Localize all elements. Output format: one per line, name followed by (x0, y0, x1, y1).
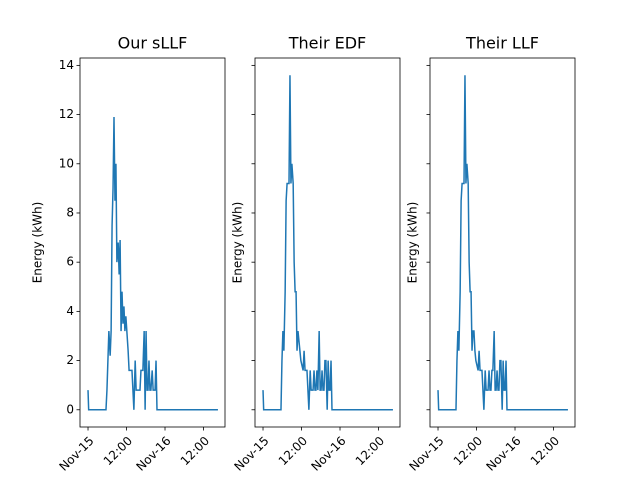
y-tick-label: 6 (66, 255, 74, 269)
x-tick-label: Nov-16 (134, 434, 174, 474)
y-axis-label: Energy (kWh) (406, 202, 420, 284)
y-axis-label: Energy (kWh) (31, 202, 45, 284)
axes-frame (79, 57, 226, 428)
axes-frame (429, 57, 576, 428)
x-tick-label: 12:00 (276, 434, 310, 468)
panel-title: Their LLF (465, 34, 539, 53)
x-tick-label: 12:00 (353, 434, 387, 468)
y-tick-label: 10 (59, 156, 74, 170)
data-line (437, 75, 568, 411)
y-axis-label: Energy (kWh) (231, 202, 245, 284)
y-tick-label: 4 (66, 304, 74, 318)
panel-title: Our sLLF (118, 34, 188, 53)
x-tick-label: Nov-15 (57, 434, 97, 474)
y-tick-label: 12 (59, 107, 74, 121)
x-tick-label: 12:00 (451, 434, 485, 468)
y-tick-label: 8 (66, 205, 74, 219)
x-tick-label: Nov-16 (309, 434, 349, 474)
y-tick-label: 0 (66, 402, 74, 416)
data-line (87, 117, 218, 411)
x-tick-label: Nov-16 (484, 434, 524, 474)
x-tick-label: Nov-15 (232, 434, 272, 474)
panel-title: Their EDF (288, 34, 367, 53)
x-tick-label: 12:00 (178, 434, 212, 468)
data-line (262, 75, 393, 411)
y-tick-label: 2 (66, 353, 74, 367)
x-tick-label: 12:00 (528, 434, 562, 468)
x-tick-label: 12:00 (101, 434, 135, 468)
y-tick-label: 14 (59, 58, 74, 72)
axes-frame (254, 57, 401, 428)
x-tick-label: Nov-15 (407, 434, 447, 474)
